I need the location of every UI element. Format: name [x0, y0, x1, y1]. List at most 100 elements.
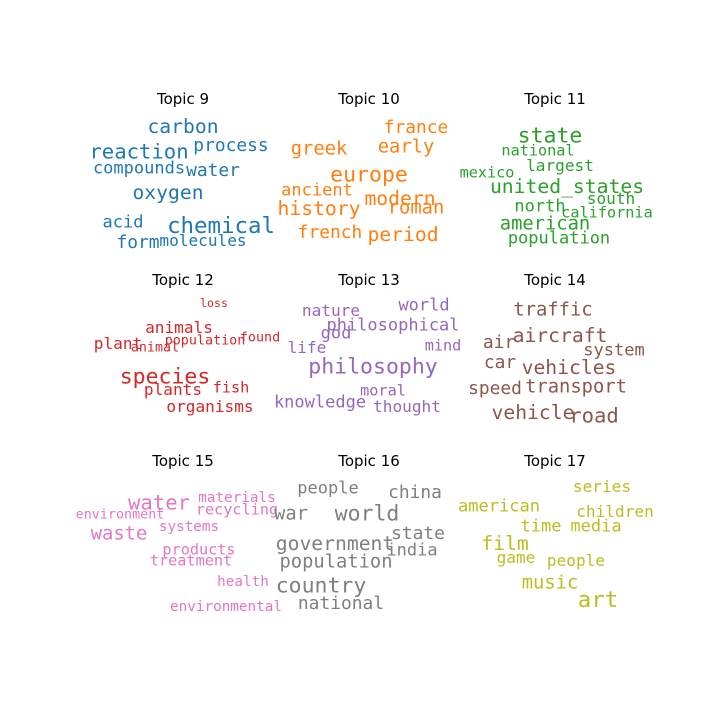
word-label: population: [507, 228, 611, 249]
word-label: aircraft: [512, 324, 608, 348]
panel-title: Topic 9: [156, 90, 210, 108]
word-label: environment: [75, 507, 165, 523]
word-label: recycling: [195, 500, 279, 519]
word-label: molecules: [159, 230, 247, 250]
word-label: india: [386, 540, 438, 561]
word-label: system: [583, 340, 645, 361]
word-label: government: [275, 532, 395, 556]
word-label: animals: [145, 317, 213, 337]
panel-title: Topic 11: [524, 90, 586, 108]
word-label: national: [501, 141, 575, 160]
word-label: american: [499, 213, 591, 235]
word-label: media: [570, 516, 622, 537]
word-label: art: [577, 586, 619, 613]
word-label: people: [546, 550, 606, 570]
word-label: moral: [360, 381, 406, 400]
word-label: mind: [424, 336, 462, 355]
word-label: china: [388, 482, 442, 504]
word-label: transport: [525, 376, 627, 398]
word-label: mexico: [459, 163, 515, 182]
word-label: environmental: [170, 598, 282, 615]
word-label: fish: [212, 378, 250, 397]
panel-title: Topic 13: [338, 271, 400, 289]
word-label: american: [458, 496, 540, 517]
word-label: series: [572, 476, 632, 496]
word-label: vehicle: [491, 401, 575, 425]
word-label: early: [377, 136, 435, 158]
word-label: philosophy: [308, 354, 438, 380]
word-label: ancient: [281, 180, 353, 201]
word-label: thought: [373, 396, 441, 416]
word-label: europe: [330, 162, 408, 188]
word-label: road: [569, 403, 619, 428]
topic-panel: Topic 17 series american children time media…: [458, 452, 654, 632]
word-label: game: [496, 547, 536, 567]
word-label: history: [277, 197, 361, 221]
panel-title: Topic 14: [524, 271, 586, 289]
word-label: health: [217, 573, 269, 590]
word-label: form: [116, 232, 160, 254]
word-label: waste: [90, 523, 148, 545]
word-label: country: [275, 573, 367, 599]
word-label: species: [119, 364, 211, 390]
word-label: united_states: [489, 175, 645, 199]
word-label: french: [297, 222, 363, 244]
word-label: nature: [301, 300, 361, 320]
topic-panel: Topic 12 loss animals plant animal populatio…: [93, 271, 280, 451]
word-label: modern: [364, 187, 436, 211]
word-label: speed: [468, 378, 522, 400]
word-label: period: [367, 223, 439, 247]
word-label: traffic: [513, 299, 593, 321]
word-label: music: [521, 572, 579, 594]
word-label: products: [162, 540, 236, 559]
word-label: film: [481, 532, 529, 556]
word-label: greek: [290, 138, 348, 160]
word-label: oxygen: [132, 181, 204, 205]
word-label: children: [576, 501, 654, 521]
topic-panel: Topic 16 people china world war state governm…: [274, 452, 459, 632]
word-label: god: [320, 323, 352, 344]
panel-title: Topic 10: [338, 90, 400, 108]
word-label: animal: [130, 340, 180, 356]
word-label: war: [274, 503, 308, 525]
word-label: loss: [200, 296, 228, 311]
word-label: compounds: [92, 158, 186, 179]
word-label: people: [297, 478, 359, 499]
word-label: knowledge: [273, 392, 367, 413]
word-label: vehicles: [521, 356, 617, 380]
word-label: systems: [158, 518, 220, 535]
topic-panel: Topic 9 carbon reaction process compounds wa…: [89, 90, 275, 270]
word-label: california: [561, 203, 653, 222]
word-label: plants: [143, 379, 203, 399]
word-label: national: [297, 593, 385, 615]
word-label: car: [483, 352, 517, 374]
word-label: found: [239, 330, 281, 346]
topic-panel: Topic 11 state national largest mexico unite…: [460, 90, 653, 270]
word-label: north: [514, 196, 566, 217]
word-label: life: [287, 337, 327, 357]
word-label: philosophical: [326, 315, 460, 336]
word-label: south: [586, 188, 636, 208]
word-label: reaction: [89, 139, 189, 164]
word-label: world: [334, 501, 400, 527]
word-label: carbon: [147, 115, 219, 139]
topic-panel: Topic 15 water materials environment recycl…: [76, 452, 282, 632]
word-label: state: [391, 523, 445, 545]
word-label: roman: [387, 197, 445, 219]
word-label: population: [164, 333, 246, 349]
word-label: water: [128, 490, 190, 515]
panel-title: Topic 16: [338, 452, 400, 470]
word-label: water: [186, 160, 240, 182]
word-label: population: [279, 551, 393, 573]
panel-title: Topic 17: [524, 452, 586, 470]
word-label: time: [520, 516, 562, 537]
word-label: organisms: [166, 396, 254, 416]
panel-title: Topic 12: [152, 271, 214, 289]
topic-panel: Topic 14 traffic aircraft air system car vehi…: [465, 271, 645, 451]
word-label: world: [398, 295, 450, 316]
word-label: largest: [526, 155, 594, 175]
panel-title: Topic 15: [152, 452, 214, 470]
word-label: treatment: [149, 551, 233, 570]
topic-panel: Topic 13 world nature philosophical god life…: [274, 271, 462, 451]
